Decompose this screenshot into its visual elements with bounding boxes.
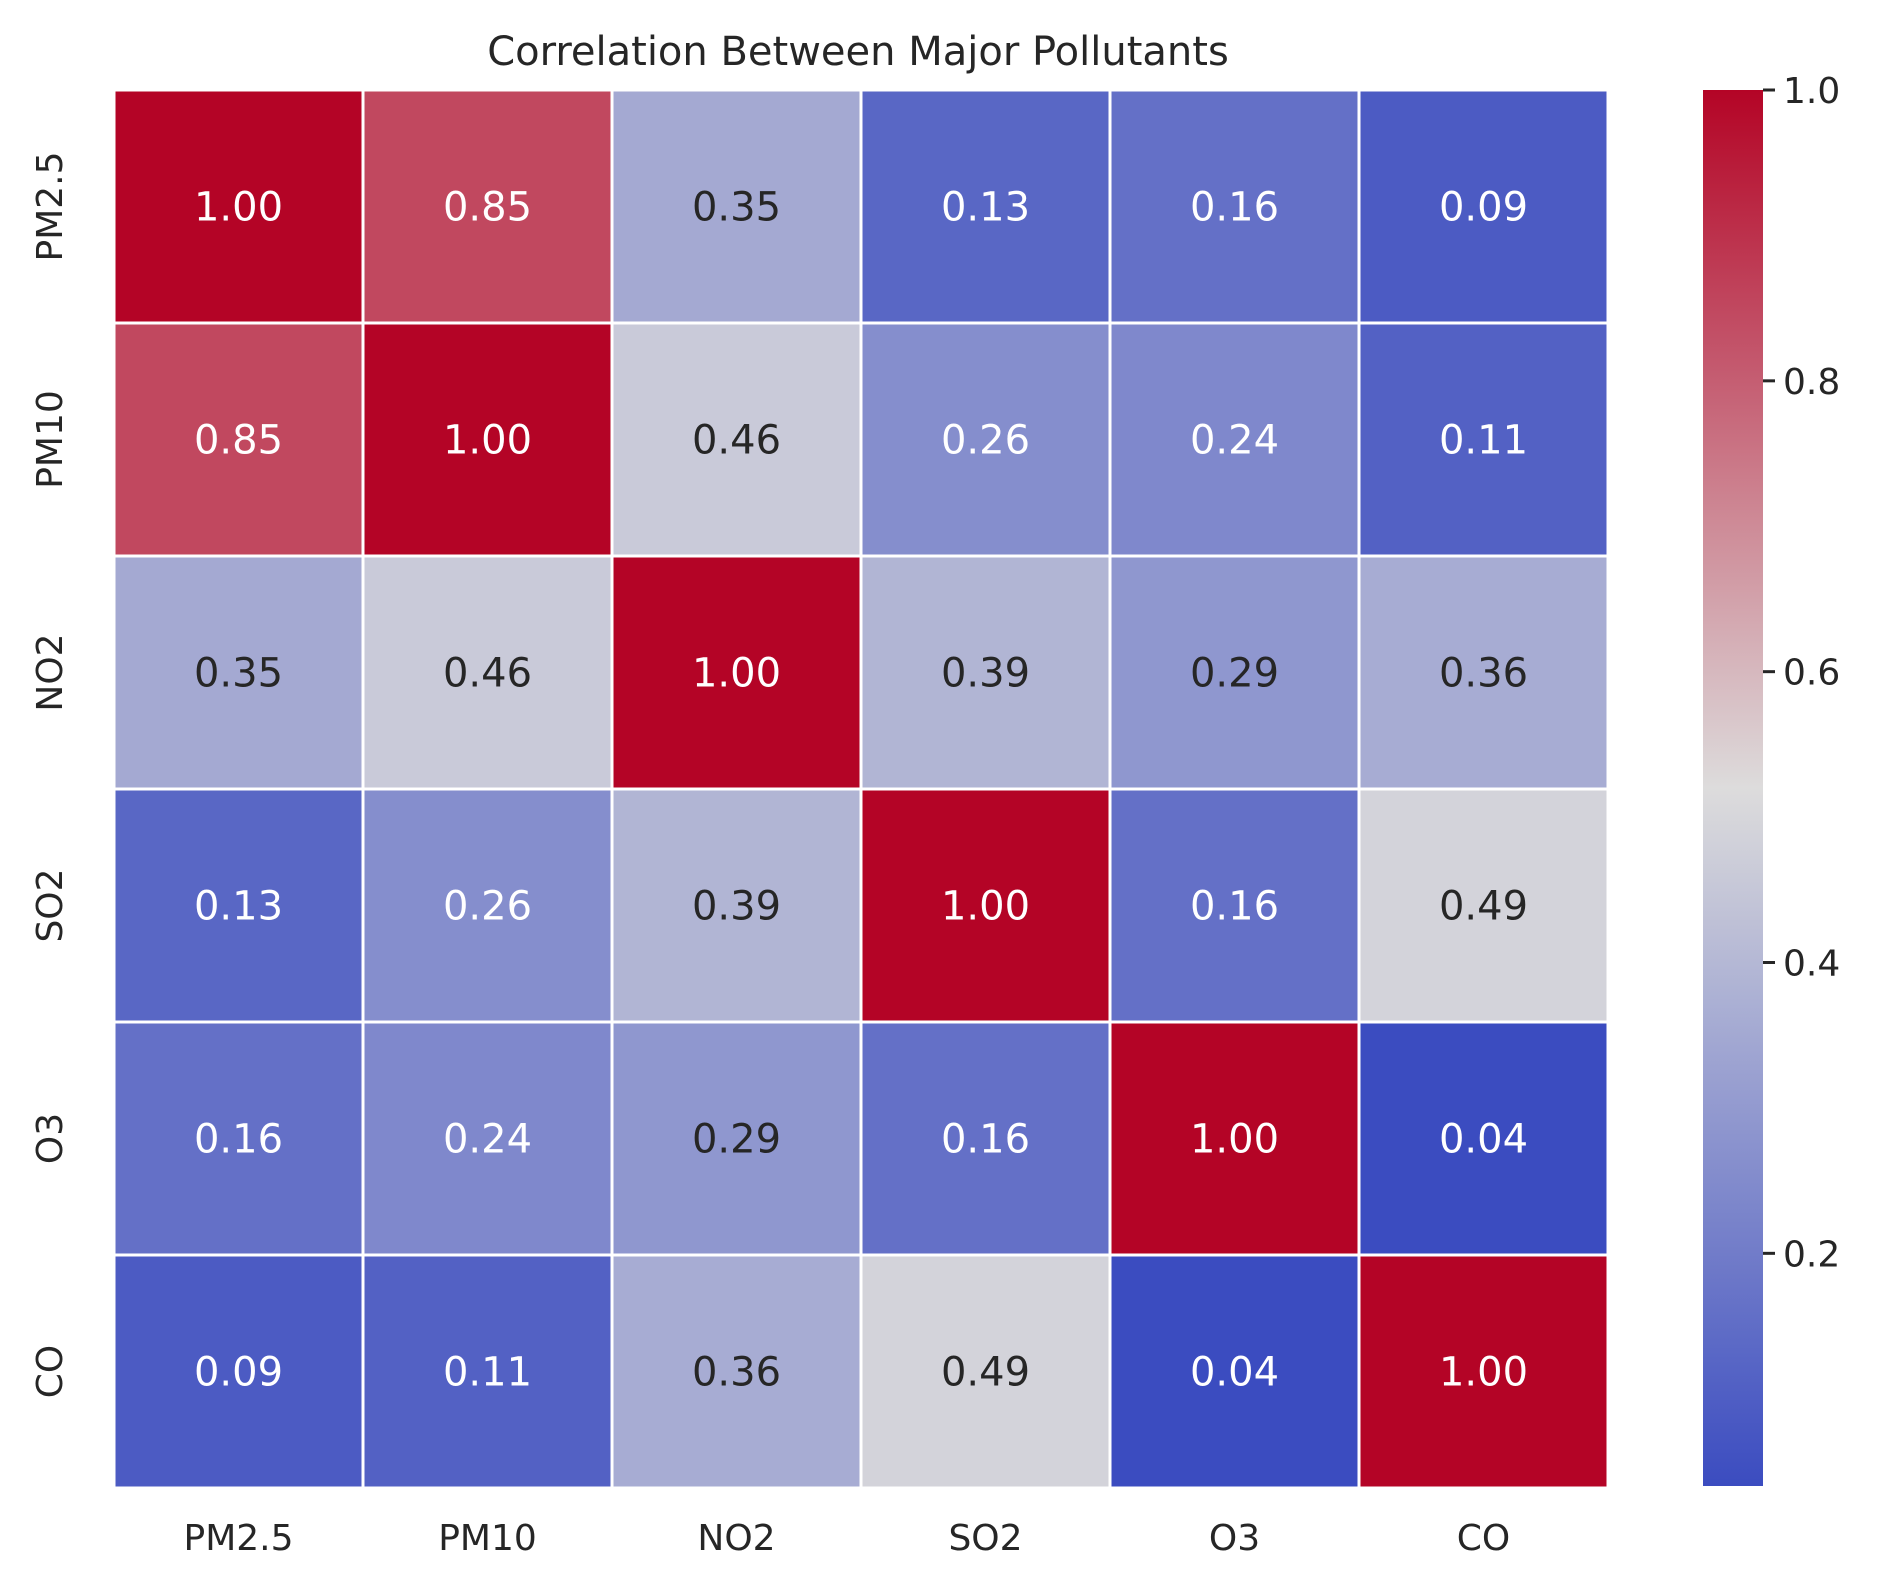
heatmap-cell-3-4: [1108, 787, 1361, 1024]
cell-value-label: 0.39: [941, 651, 1030, 697]
y-tick-label: CO: [30, 1345, 71, 1398]
cell-value-label: 0.46: [692, 418, 781, 464]
heatmap-cell-5-0: [112, 1253, 365, 1490]
x-tick-label: SO2: [948, 1518, 1022, 1559]
heatmap-cell-0-4: [1108, 88, 1361, 325]
cell-value-label: 1.00: [941, 884, 1030, 930]
heatmap-cell-4-2: [610, 1020, 863, 1257]
x-tick-label: NO2: [697, 1518, 775, 1559]
cell-value-label: 0.26: [941, 418, 1030, 464]
cell-value-label: 0.11: [1439, 418, 1528, 464]
cell-value-label: 0.04: [1190, 1350, 1279, 1396]
heatmap-cell-4-3: [859, 1020, 1112, 1257]
cell-value-label: 0.35: [692, 185, 781, 231]
colorbar-tick-label: 0.6: [1783, 653, 1840, 694]
colorbar-tick-label: 0.4: [1783, 944, 1840, 985]
heatmap-cell-2-5: [1357, 554, 1610, 791]
colorbar-tick-label: 0.2: [1783, 1234, 1840, 1275]
x-tick-label: PM2.5: [183, 1518, 293, 1559]
heatmap-cell-3-5: [1357, 787, 1610, 1024]
cell-value-label: 0.09: [194, 1350, 283, 1396]
cell-value-label: 0.49: [941, 1350, 1030, 1396]
y-tick-label: PM2.5: [30, 151, 71, 261]
colorbar-tick-label: 1.0: [1783, 71, 1840, 112]
heatmap-cell-0-3: [859, 88, 1112, 325]
cell-value-label: 0.16: [1190, 884, 1279, 930]
cell-value-label: 0.29: [692, 1117, 781, 1163]
cell-value-label: 1.00: [692, 651, 781, 697]
colorbar: 0.2 0.4 0.6 0.8 1.0: [1703, 71, 1840, 1486]
y-tick-label: PM10: [30, 390, 71, 489]
heatmap-cell-4-4: [1108, 1020, 1361, 1257]
cell-value-label: 0.16: [941, 1117, 1030, 1163]
cell-value-label: 0.04: [1439, 1117, 1528, 1163]
cell-value-label: 0.16: [194, 1117, 283, 1163]
heatmap-cell-0-1: [361, 88, 614, 325]
heatmap-cell-3-0: [112, 787, 365, 1024]
heatmap-cell-3-2: [610, 787, 863, 1024]
cell-value-label: 0.16: [1190, 185, 1279, 231]
y-tick-label: SO2: [30, 868, 71, 942]
cell-value-label: 0.85: [443, 185, 532, 231]
cell-value-label: 1.00: [194, 185, 283, 231]
cell-value-label: 1.00: [1190, 1117, 1279, 1163]
colorbar-gradient: [1703, 90, 1763, 1486]
cell-value-label: 0.46: [443, 651, 532, 697]
heatmap-cell-4-5: [1357, 1020, 1610, 1257]
x-tick-label: CO: [1457, 1518, 1510, 1559]
chart-title: Correlation Between Major Pollutants: [487, 29, 1229, 75]
heatmap-cell-2-0: [112, 554, 365, 791]
heatmap-cell-2-4: [1108, 554, 1361, 791]
cell-value-label: 0.26: [443, 884, 532, 930]
heatmap-cell-2-3: [859, 554, 1112, 791]
cell-value-label: 0.11: [443, 1350, 532, 1396]
cell-value-label: 1.00: [443, 418, 532, 464]
heatmap-cell-1-3: [859, 321, 1112, 558]
heatmap-cell-2-1: [361, 554, 614, 791]
heatmap-cell-3-1: [361, 787, 614, 1024]
cell-value-label: 1.00: [1439, 1350, 1528, 1396]
heatmap-cell-5-5: [1357, 1253, 1610, 1490]
cell-value-label: 0.35: [194, 651, 283, 697]
heatmap-cell-0-5: [1357, 88, 1610, 325]
heatmap-cell-1-1: [361, 321, 614, 558]
heatmap-cell-4-0: [112, 1020, 365, 1257]
colorbar-tick-label: 0.8: [1783, 362, 1840, 403]
cell-value-label: 0.85: [194, 418, 283, 464]
cell-value-label: 0.09: [1439, 185, 1528, 231]
cell-value-label: 0.36: [1439, 651, 1528, 697]
cell-value-label: 0.13: [941, 185, 1030, 231]
heatmap-cell-5-4: [1108, 1253, 1361, 1490]
cell-value-label: 0.24: [1190, 418, 1279, 464]
heatmap-cell-5-3: [859, 1253, 1112, 1490]
x-tick-label: PM10: [438, 1518, 537, 1559]
heatmap-cells: 1.00 0.85 0.35 0.13 0.16 0.09 0.85 1.00 0.46 0.26…: [112, 88, 1610, 1490]
heatmap-cell-3-3: [859, 787, 1112, 1024]
heatmap-cell-0-0: [112, 88, 365, 325]
cell-value-label: 0.49: [1439, 884, 1528, 930]
cell-value-label: 0.39: [692, 884, 781, 930]
cell-value-label: 0.36: [692, 1350, 781, 1396]
y-tick-label: NO2: [30, 633, 71, 711]
y-tick-label: O3: [30, 1113, 71, 1164]
cell-value-label: 0.24: [443, 1117, 532, 1163]
x-tick-label: O3: [1209, 1518, 1260, 1559]
cell-value-label: 0.13: [194, 884, 283, 930]
y-axis: PM2.5 PM10 NO2 SO2 O3 CO: [30, 151, 71, 1398]
heatmap-cell-1-5: [1357, 321, 1610, 558]
cell-value-label: 0.29: [1190, 651, 1279, 697]
heatmap-cell-0-2: [610, 88, 863, 325]
x-axis: PM2.5 PM10 NO2 SO2 O3 CO: [183, 1518, 1510, 1559]
